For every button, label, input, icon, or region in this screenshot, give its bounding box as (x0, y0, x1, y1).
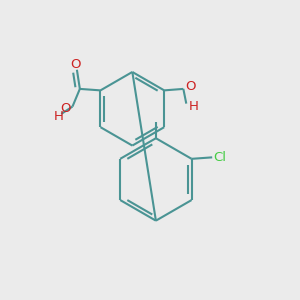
Text: O: O (70, 58, 81, 71)
Text: Cl: Cl (214, 151, 227, 164)
Text: O: O (61, 101, 71, 115)
Text: H: H (53, 110, 63, 123)
Text: O: O (185, 80, 196, 93)
Text: H: H (189, 100, 199, 113)
